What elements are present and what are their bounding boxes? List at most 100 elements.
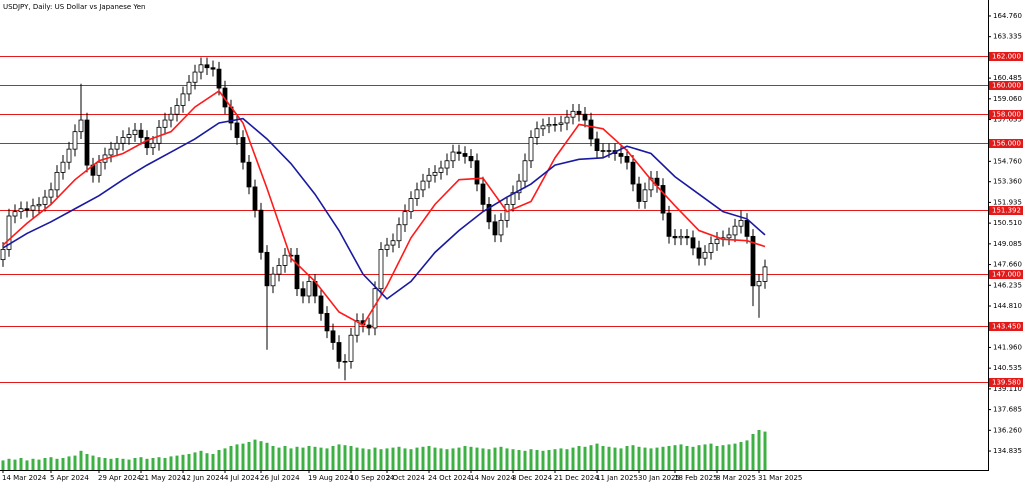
candle-body (738, 219, 744, 227)
level-label: 160.000 (992, 82, 1021, 90)
x-tick-label: 30 Jan 2025 (638, 474, 680, 482)
candle-body (96, 161, 102, 176)
candle-body (462, 153, 468, 157)
candle-body (30, 205, 36, 211)
volume-bar (247, 442, 251, 470)
volume-bar (649, 448, 653, 470)
volume-bar (517, 450, 521, 470)
volume-bar (619, 448, 623, 470)
candle-body (762, 266, 768, 282)
volume-bar (265, 442, 269, 470)
volume-bar (307, 446, 311, 470)
volume-bar (739, 442, 743, 470)
candle-body (174, 105, 180, 115)
volume-bar (433, 447, 437, 470)
volume-bar (259, 441, 263, 470)
volume-bar (403, 448, 407, 470)
y-tick-label: 137.685 (993, 406, 1022, 414)
candle-body (348, 334, 354, 362)
volume-bar (637, 446, 641, 470)
volume-bar (157, 457, 161, 470)
volume-bar (61, 458, 65, 470)
candle-body (150, 142, 156, 149)
candle-body (474, 160, 480, 185)
volume-bar (385, 448, 389, 470)
candle-body (126, 134, 132, 138)
volume-bar (661, 446, 665, 470)
volume-bar (685, 446, 689, 470)
volume-bar (457, 447, 461, 470)
candle-body (588, 119, 594, 140)
level-label-bg (989, 206, 1023, 215)
volume-bar (319, 447, 323, 470)
moving-average (2, 89, 766, 327)
candle-body (36, 203, 42, 207)
candle-body (480, 183, 486, 205)
volume-bar (445, 449, 449, 470)
volume-bar (643, 447, 647, 470)
x-tick-label: 2 Oct 2024 (386, 474, 425, 482)
candle-body (198, 64, 204, 73)
candle-body (210, 67, 216, 70)
candle-body (732, 225, 738, 236)
candle-body (594, 138, 600, 151)
volume-bar (313, 446, 317, 470)
candle-body (528, 137, 534, 162)
volume-bar (325, 448, 329, 470)
candle-body (486, 203, 492, 223)
volume-bar (757, 430, 761, 470)
candle-body (234, 122, 240, 138)
volume-bar (655, 447, 659, 470)
level-label: 139.580 (992, 379, 1021, 387)
candle-body (0, 249, 6, 261)
candle-body (750, 235, 756, 287)
candle-body (546, 124, 552, 127)
candle-body (498, 219, 504, 236)
volume-bar (505, 448, 509, 470)
volume-bar (55, 458, 59, 470)
volume-bar (43, 458, 47, 470)
volume-bar (253, 439, 257, 470)
volume-bar (187, 454, 191, 470)
volume-bar (559, 448, 563, 470)
candle-body (132, 129, 138, 135)
level-label: 156.000 (992, 140, 1021, 148)
volume-bar (181, 454, 185, 470)
volume-bar (415, 447, 419, 470)
volume-bar (343, 445, 347, 470)
y-tick-label: 147.660 (993, 261, 1022, 269)
volume-bar (493, 447, 497, 470)
volume-bar (37, 459, 41, 470)
candle-body (120, 137, 126, 144)
candle-body (726, 234, 732, 239)
level-label-bg (989, 110, 1023, 119)
volume-bar (463, 446, 467, 470)
candle-body (54, 171, 60, 191)
volume-bar (301, 447, 305, 470)
volume-bar (217, 450, 221, 470)
volume-bar (31, 458, 35, 470)
volume-bar (673, 445, 677, 470)
volume-bar (277, 447, 281, 470)
chart-title: USDJPY, Daily: US Dollar vs Japanese Yen (3, 3, 145, 11)
volume-bar (703, 444, 707, 470)
candle-body (666, 212, 672, 237)
candle-body (66, 148, 72, 163)
volume-bar (199, 450, 203, 470)
x-tick-label: 21 May 2024 (140, 474, 186, 482)
candle-body (204, 64, 210, 69)
volume-bar (601, 446, 605, 470)
candle-body (630, 161, 636, 185)
candle-body (582, 113, 588, 121)
candle-body (384, 244, 390, 250)
candle-body (192, 71, 198, 83)
candle-body (306, 281, 312, 297)
volume-bar (667, 446, 671, 470)
y-tick-label: 153.360 (993, 178, 1022, 186)
volume-bar (349, 446, 353, 470)
volume-bar (1, 460, 5, 470)
y-tick-label: 141.960 (993, 343, 1022, 351)
volume-bar (109, 458, 113, 470)
volume-bar (481, 448, 485, 470)
candle-body (246, 161, 252, 188)
